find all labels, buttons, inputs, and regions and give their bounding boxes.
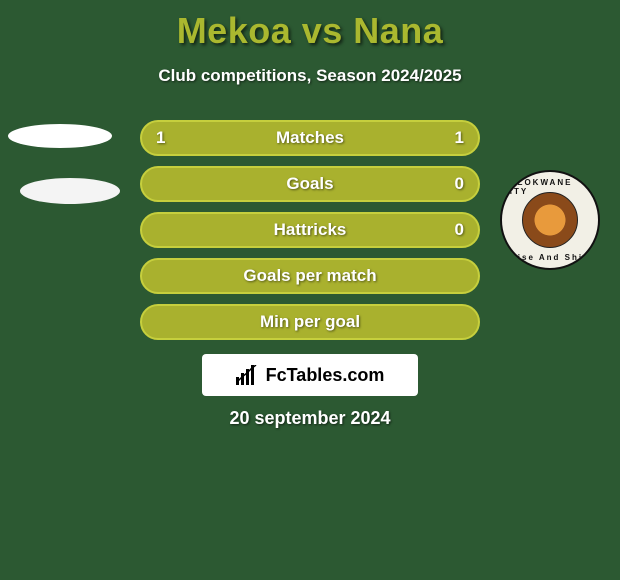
stat-row-goals: Goals 0 — [140, 166, 480, 202]
branding-text: FcTables.com — [266, 365, 385, 386]
stat-label: Goals per match — [243, 266, 376, 286]
branding-badge[interactable]: FcTables.com — [202, 354, 418, 396]
club-badge-bottom-text: Rise And Shin — [510, 253, 590, 262]
stat-label: Hattricks — [274, 220, 347, 240]
date-text: 20 september 2024 — [0, 408, 620, 429]
stat-right-value: 0 — [455, 168, 464, 200]
stat-row-mpg: Min per goal — [140, 304, 480, 340]
stat-right-value: 0 — [455, 214, 464, 246]
left-ellipse-1 — [8, 124, 112, 148]
stat-right-value: 1 — [455, 122, 464, 154]
left-ellipse-2 — [20, 178, 120, 204]
stat-row-gpm: Goals per match — [140, 258, 480, 294]
club-badge-right: POLOKWANE CITY Rise And Shin — [500, 170, 600, 270]
bar-chart-icon — [236, 365, 260, 385]
club-badge-inner-icon — [522, 192, 578, 248]
stats-container: 1 Matches 1 Goals 0 Hattricks 0 Goals pe… — [140, 120, 480, 350]
stat-row-hattricks: Hattricks 0 — [140, 212, 480, 248]
stat-label: Goals — [286, 174, 333, 194]
stat-left-value: 1 — [156, 122, 165, 154]
club-badge-top-text: POLOKWANE CITY — [502, 178, 598, 196]
page-title: Mekoa vs Nana — [0, 0, 620, 52]
page-subtitle: Club competitions, Season 2024/2025 — [0, 66, 620, 86]
stat-label: Matches — [276, 128, 344, 148]
stat-row-matches: 1 Matches 1 — [140, 120, 480, 156]
stat-label: Min per goal — [260, 312, 360, 332]
